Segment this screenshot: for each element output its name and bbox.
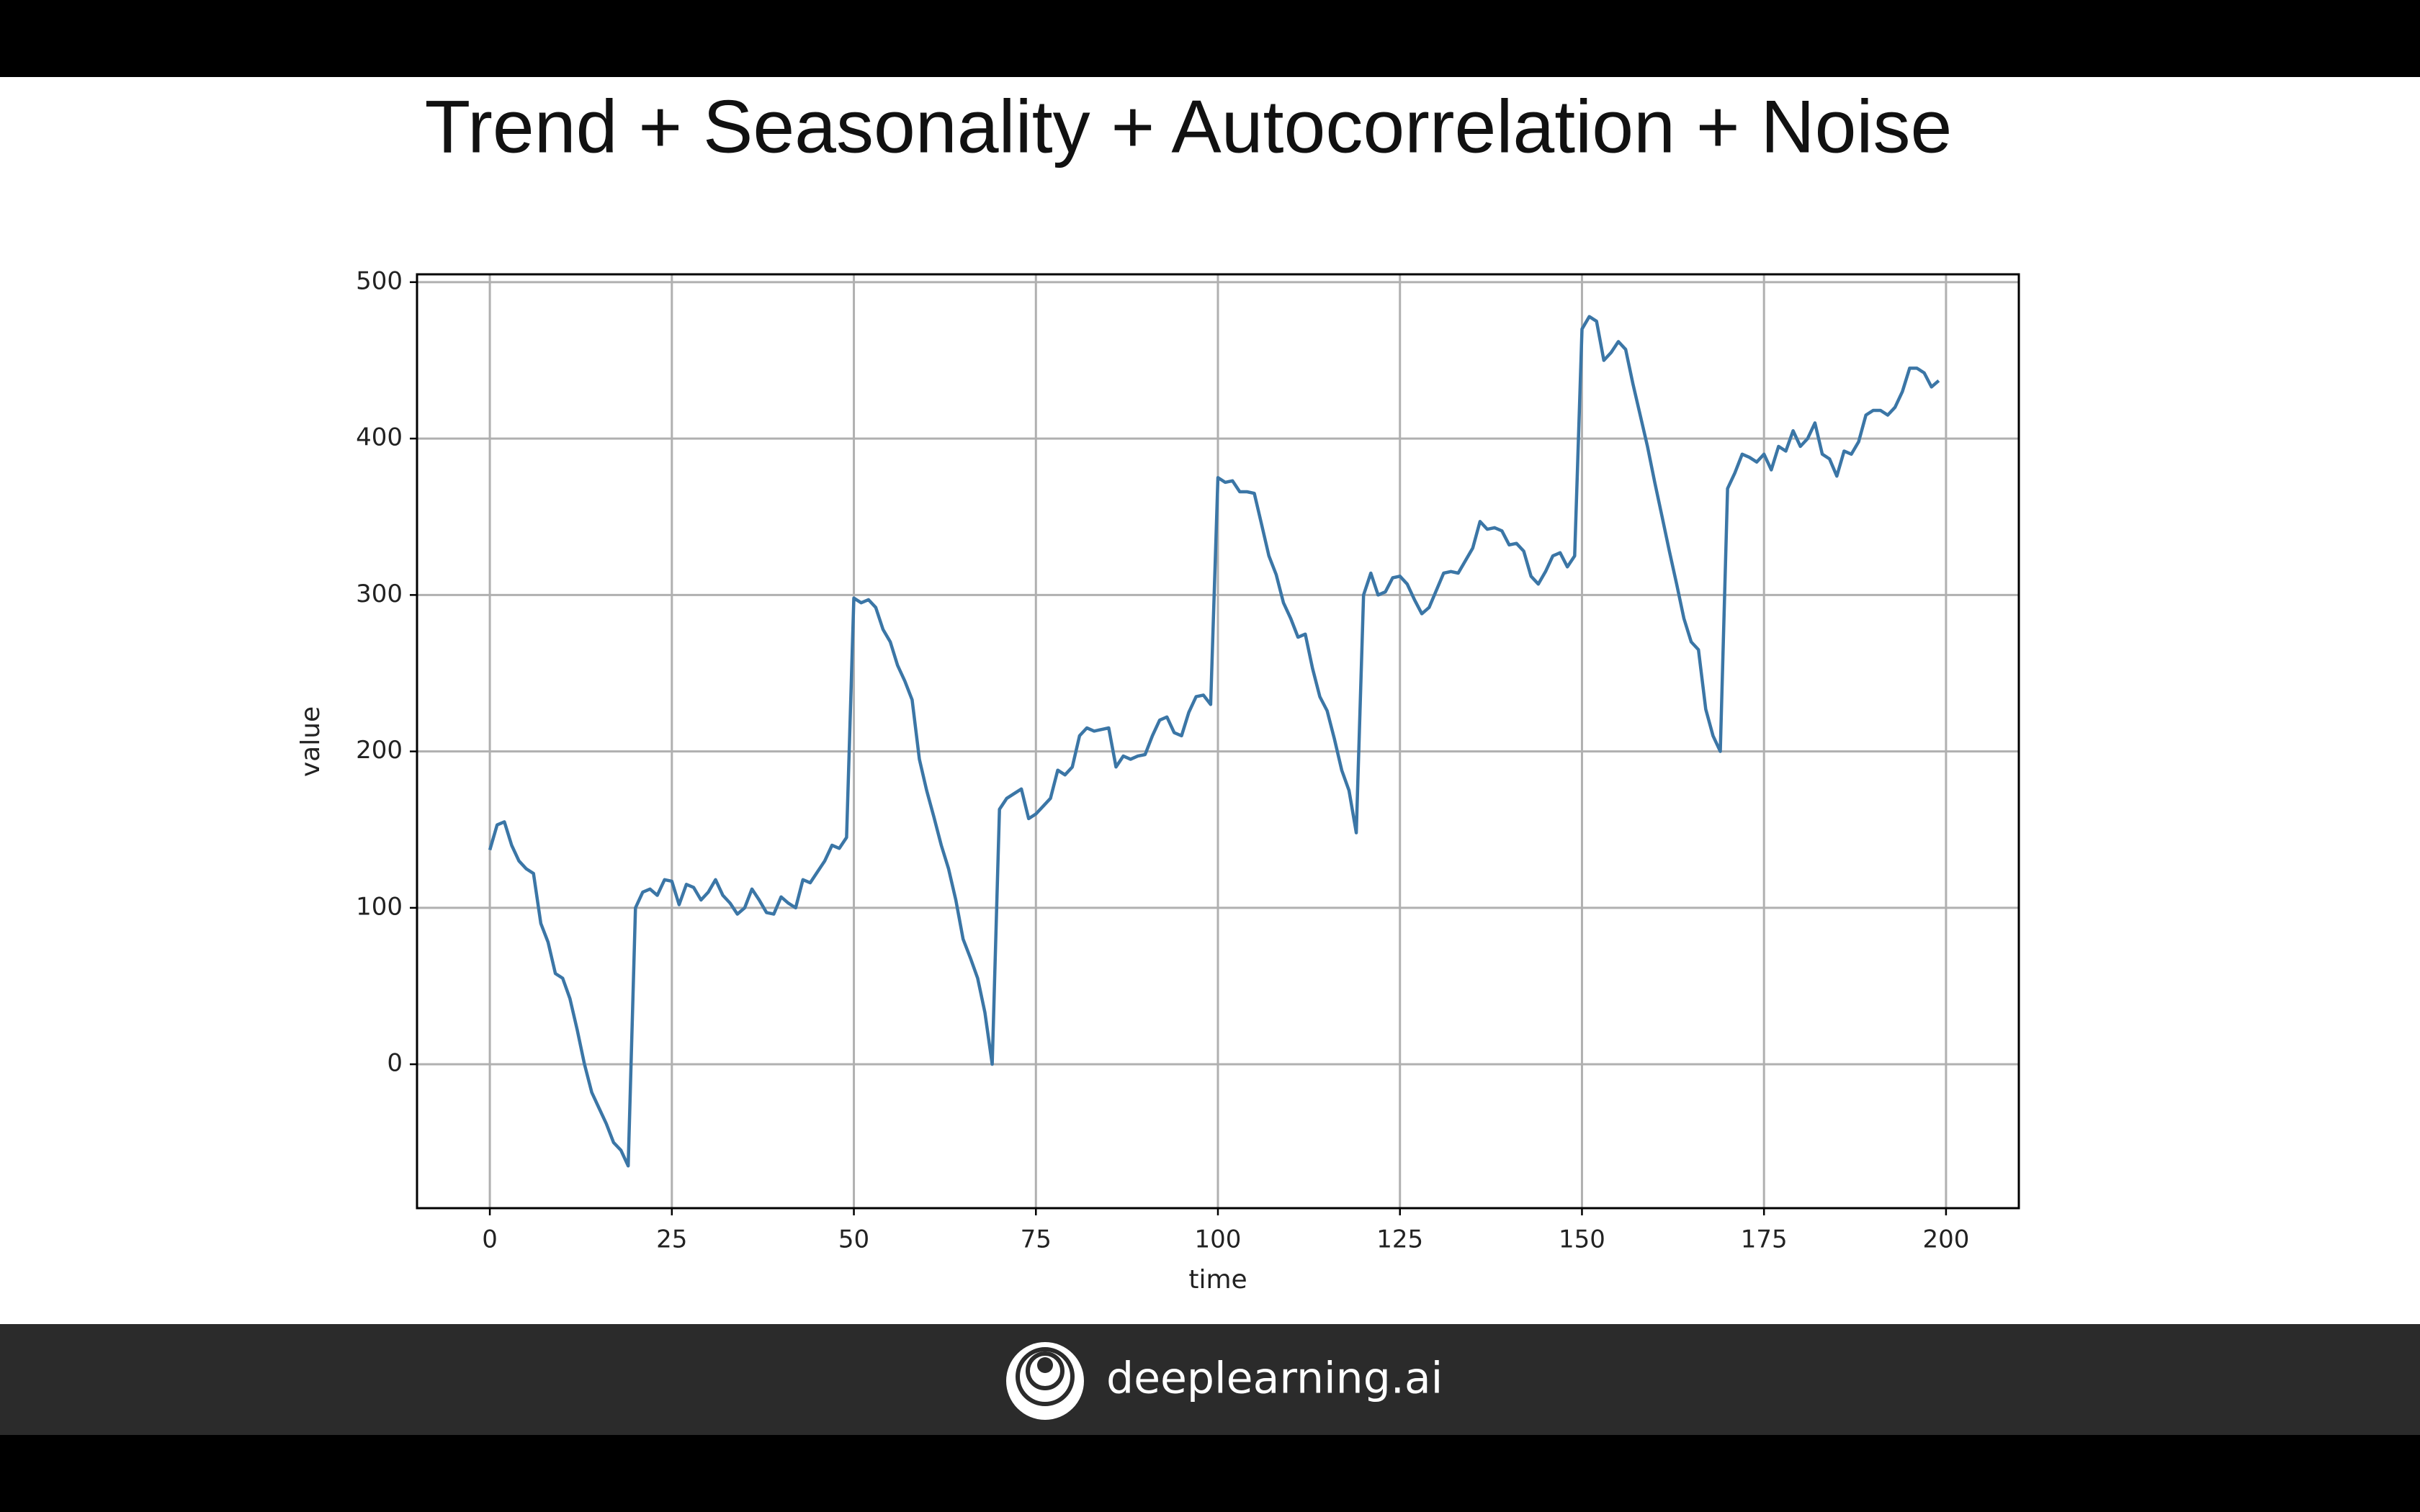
logo [1006, 1342, 1084, 1420]
logo-circle [1006, 1342, 1084, 1420]
top-bar [0, 0, 2420, 77]
y-tick-label: 200 [356, 736, 403, 765]
y-tick-label: 300 [356, 580, 403, 608]
bottom-bar [0, 1435, 2420, 1512]
axes-frame [416, 273, 2020, 1210]
logo-dot [1037, 1357, 1053, 1373]
y-tick-label: 0 [387, 1049, 403, 1078]
footer-bar [0, 1324, 2420, 1435]
logo-ring [1026, 1351, 1065, 1390]
x-axis-label: time [1188, 1265, 1247, 1295]
x-tick-label: 150 [1559, 1225, 1605, 1254]
x-tick-label: 75 [1021, 1225, 1052, 1254]
x-tick-label: 0 [482, 1225, 498, 1254]
x-tick-label: 200 [1922, 1225, 1969, 1254]
data-line [488, 315, 1940, 1168]
x-tick-label: 100 [1195, 1225, 1242, 1254]
chart-title: Trend + Seasonality + Autocorrelation + … [425, 85, 1953, 168]
logo-ring [1016, 1347, 1075, 1406]
plot: 0 100 200 300 400 500 0 25 50 75 100 125 150 175 200 [356, 266, 2020, 1254]
x-tick-label: 50 [838, 1225, 869, 1254]
x-tick-label: 125 [1376, 1225, 1423, 1254]
x-tick-label: 25 [656, 1225, 687, 1254]
x-tick-label: 175 [1741, 1225, 1788, 1254]
y-tick-label: 400 [356, 423, 403, 452]
y-tick-label: 500 [356, 266, 403, 295]
y-axis-label: value [296, 706, 326, 777]
y-tick-label: 100 [356, 892, 403, 921]
brand: deeplearning.ai [1106, 1354, 1443, 1404]
